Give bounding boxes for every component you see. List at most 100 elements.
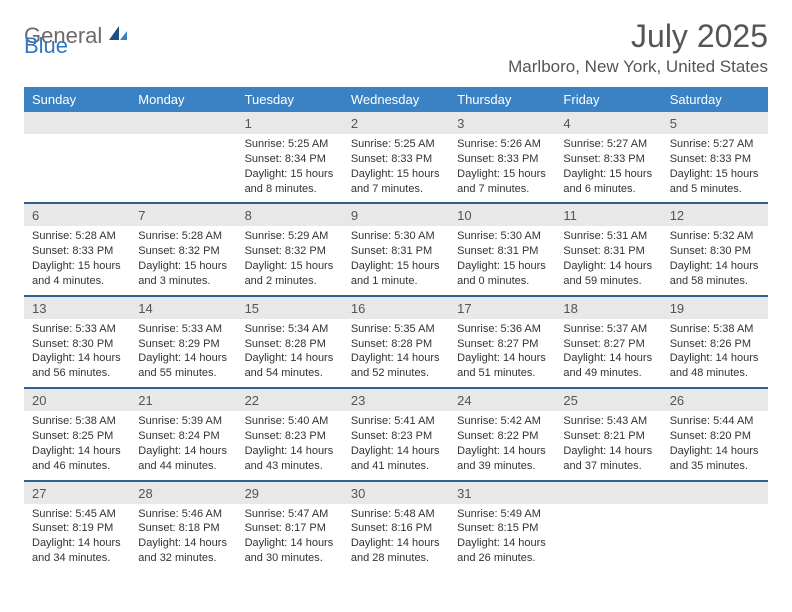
day-content: Sunrise: 5:25 AMSunset: 8:34 PMDaylight:… bbox=[237, 134, 343, 202]
day-number: 13 bbox=[24, 297, 130, 319]
daylight-text: Daylight: 15 hours and 3 minutes. bbox=[138, 259, 228, 289]
week-row: 20212223242526Sunrise: 5:38 AMSunset: 8:… bbox=[24, 389, 768, 481]
logo-sail-icon bbox=[107, 24, 129, 47]
day-content: Sunrise: 5:31 AMSunset: 8:31 PMDaylight:… bbox=[555, 226, 661, 294]
sunrise-text: Sunrise: 5:41 AM bbox=[351, 414, 441, 429]
day-content: Sunrise: 5:45 AMSunset: 8:19 PMDaylight:… bbox=[24, 504, 130, 572]
day-content: Sunrise: 5:41 AMSunset: 8:23 PMDaylight:… bbox=[343, 411, 449, 479]
daylight-text: Daylight: 14 hours and 35 minutes. bbox=[670, 444, 760, 474]
sunset-text: Sunset: 8:24 PM bbox=[138, 429, 228, 444]
daylight-text: Daylight: 14 hours and 43 minutes. bbox=[245, 444, 335, 474]
sunrise-text: Sunrise: 5:36 AM bbox=[457, 322, 547, 337]
sunrise-text: Sunrise: 5:30 AM bbox=[457, 229, 547, 244]
day-number bbox=[555, 482, 661, 504]
day-content: Sunrise: 5:44 AMSunset: 8:20 PMDaylight:… bbox=[662, 411, 768, 479]
sunset-text: Sunset: 8:23 PM bbox=[351, 429, 441, 444]
daylight-text: Daylight: 15 hours and 2 minutes. bbox=[245, 259, 335, 289]
daylight-text: Daylight: 15 hours and 8 minutes. bbox=[245, 167, 335, 197]
sunrise-text: Sunrise: 5:33 AM bbox=[138, 322, 228, 337]
sunset-text: Sunset: 8:33 PM bbox=[670, 152, 760, 167]
day-number: 25 bbox=[555, 389, 661, 411]
day-number: 21 bbox=[130, 389, 236, 411]
day-number: 27 bbox=[24, 482, 130, 504]
day-number bbox=[24, 112, 130, 134]
sunset-text: Sunset: 8:32 PM bbox=[138, 244, 228, 259]
day-number: 9 bbox=[343, 204, 449, 226]
day-number: 16 bbox=[343, 297, 449, 319]
day-number: 17 bbox=[449, 297, 555, 319]
sunset-text: Sunset: 8:17 PM bbox=[245, 521, 335, 536]
day-content: Sunrise: 5:25 AMSunset: 8:33 PMDaylight:… bbox=[343, 134, 449, 202]
sunrise-text: Sunrise: 5:46 AM bbox=[138, 507, 228, 522]
day-number: 18 bbox=[555, 297, 661, 319]
sunset-text: Sunset: 8:33 PM bbox=[32, 244, 122, 259]
sunrise-text: Sunrise: 5:49 AM bbox=[457, 507, 547, 522]
day-number: 5 bbox=[662, 112, 768, 134]
sunrise-text: Sunrise: 5:25 AM bbox=[351, 137, 441, 152]
sunset-text: Sunset: 8:34 PM bbox=[245, 152, 335, 167]
day-number bbox=[130, 112, 236, 134]
sunrise-text: Sunrise: 5:30 AM bbox=[351, 229, 441, 244]
day-number: 14 bbox=[130, 297, 236, 319]
day-content: Sunrise: 5:27 AMSunset: 8:33 PMDaylight:… bbox=[662, 134, 768, 202]
daylight-text: Daylight: 14 hours and 46 minutes. bbox=[32, 444, 122, 474]
day-content: Sunrise: 5:32 AMSunset: 8:30 PMDaylight:… bbox=[662, 226, 768, 294]
daylight-text: Daylight: 14 hours and 58 minutes. bbox=[670, 259, 760, 289]
logo: General Blue bbox=[24, 18, 129, 47]
sunrise-text: Sunrise: 5:27 AM bbox=[563, 137, 653, 152]
day-number: 6 bbox=[24, 204, 130, 226]
day-number: 12 bbox=[662, 204, 768, 226]
sunrise-text: Sunrise: 5:33 AM bbox=[32, 322, 122, 337]
sunrise-text: Sunrise: 5:43 AM bbox=[563, 414, 653, 429]
daylight-text: Daylight: 14 hours and 52 minutes. bbox=[351, 351, 441, 381]
sunrise-text: Sunrise: 5:37 AM bbox=[563, 322, 653, 337]
sunset-text: Sunset: 8:30 PM bbox=[32, 337, 122, 352]
daylight-text: Daylight: 14 hours and 32 minutes. bbox=[138, 536, 228, 566]
page: General Blue July 2025 Marlboro, New Yor… bbox=[0, 0, 792, 572]
day-content: Sunrise: 5:35 AMSunset: 8:28 PMDaylight:… bbox=[343, 319, 449, 387]
sunset-text: Sunset: 8:31 PM bbox=[351, 244, 441, 259]
day-number: 4 bbox=[555, 112, 661, 134]
day-number: 20 bbox=[24, 389, 130, 411]
sunset-text: Sunset: 8:31 PM bbox=[457, 244, 547, 259]
daylight-text: Daylight: 14 hours and 30 minutes. bbox=[245, 536, 335, 566]
sunset-text: Sunset: 8:22 PM bbox=[457, 429, 547, 444]
day-number: 11 bbox=[555, 204, 661, 226]
sunset-text: Sunset: 8:27 PM bbox=[457, 337, 547, 352]
sunset-text: Sunset: 8:20 PM bbox=[670, 429, 760, 444]
daylight-text: Daylight: 14 hours and 26 minutes. bbox=[457, 536, 547, 566]
week-row: 13141516171819Sunrise: 5:33 AMSunset: 8:… bbox=[24, 297, 768, 389]
sunset-text: Sunset: 8:29 PM bbox=[138, 337, 228, 352]
week-row: 12345Sunrise: 5:25 AMSunset: 8:34 PMDayl… bbox=[24, 112, 768, 204]
daylight-text: Daylight: 15 hours and 6 minutes. bbox=[563, 167, 653, 197]
sunset-text: Sunset: 8:33 PM bbox=[563, 152, 653, 167]
daylight-text: Daylight: 14 hours and 51 minutes. bbox=[457, 351, 547, 381]
sunrise-text: Sunrise: 5:38 AM bbox=[670, 322, 760, 337]
day-number: 31 bbox=[449, 482, 555, 504]
title-block: July 2025 Marlboro, New York, United Sta… bbox=[508, 18, 768, 77]
sunrise-text: Sunrise: 5:32 AM bbox=[670, 229, 760, 244]
daylight-text: Daylight: 14 hours and 59 minutes. bbox=[563, 259, 653, 289]
day-content: Sunrise: 5:42 AMSunset: 8:22 PMDaylight:… bbox=[449, 411, 555, 479]
sunset-text: Sunset: 8:23 PM bbox=[245, 429, 335, 444]
sunset-text: Sunset: 8:28 PM bbox=[245, 337, 335, 352]
sunset-text: Sunset: 8:32 PM bbox=[245, 244, 335, 259]
day-content: Sunrise: 5:33 AMSunset: 8:30 PMDaylight:… bbox=[24, 319, 130, 387]
sunset-text: Sunset: 8:18 PM bbox=[138, 521, 228, 536]
daylight-text: Daylight: 15 hours and 7 minutes. bbox=[457, 167, 547, 197]
weekday-saturday: Saturday bbox=[662, 87, 768, 112]
weekday-tuesday: Tuesday bbox=[237, 87, 343, 112]
day-content: Sunrise: 5:34 AMSunset: 8:28 PMDaylight:… bbox=[237, 319, 343, 387]
day-content: Sunrise: 5:30 AMSunset: 8:31 PMDaylight:… bbox=[343, 226, 449, 294]
week-row: 6789101112Sunrise: 5:28 AMSunset: 8:33 P… bbox=[24, 204, 768, 296]
weekday-sunday: Sunday bbox=[24, 87, 130, 112]
day-content: Sunrise: 5:48 AMSunset: 8:16 PMDaylight:… bbox=[343, 504, 449, 572]
day-number: 26 bbox=[662, 389, 768, 411]
weekday-friday: Friday bbox=[555, 87, 661, 112]
sunrise-text: Sunrise: 5:48 AM bbox=[351, 507, 441, 522]
sunrise-text: Sunrise: 5:42 AM bbox=[457, 414, 547, 429]
day-number: 15 bbox=[237, 297, 343, 319]
sunrise-text: Sunrise: 5:44 AM bbox=[670, 414, 760, 429]
weekday-wednesday: Wednesday bbox=[343, 87, 449, 112]
daylight-text: Daylight: 15 hours and 0 minutes. bbox=[457, 259, 547, 289]
